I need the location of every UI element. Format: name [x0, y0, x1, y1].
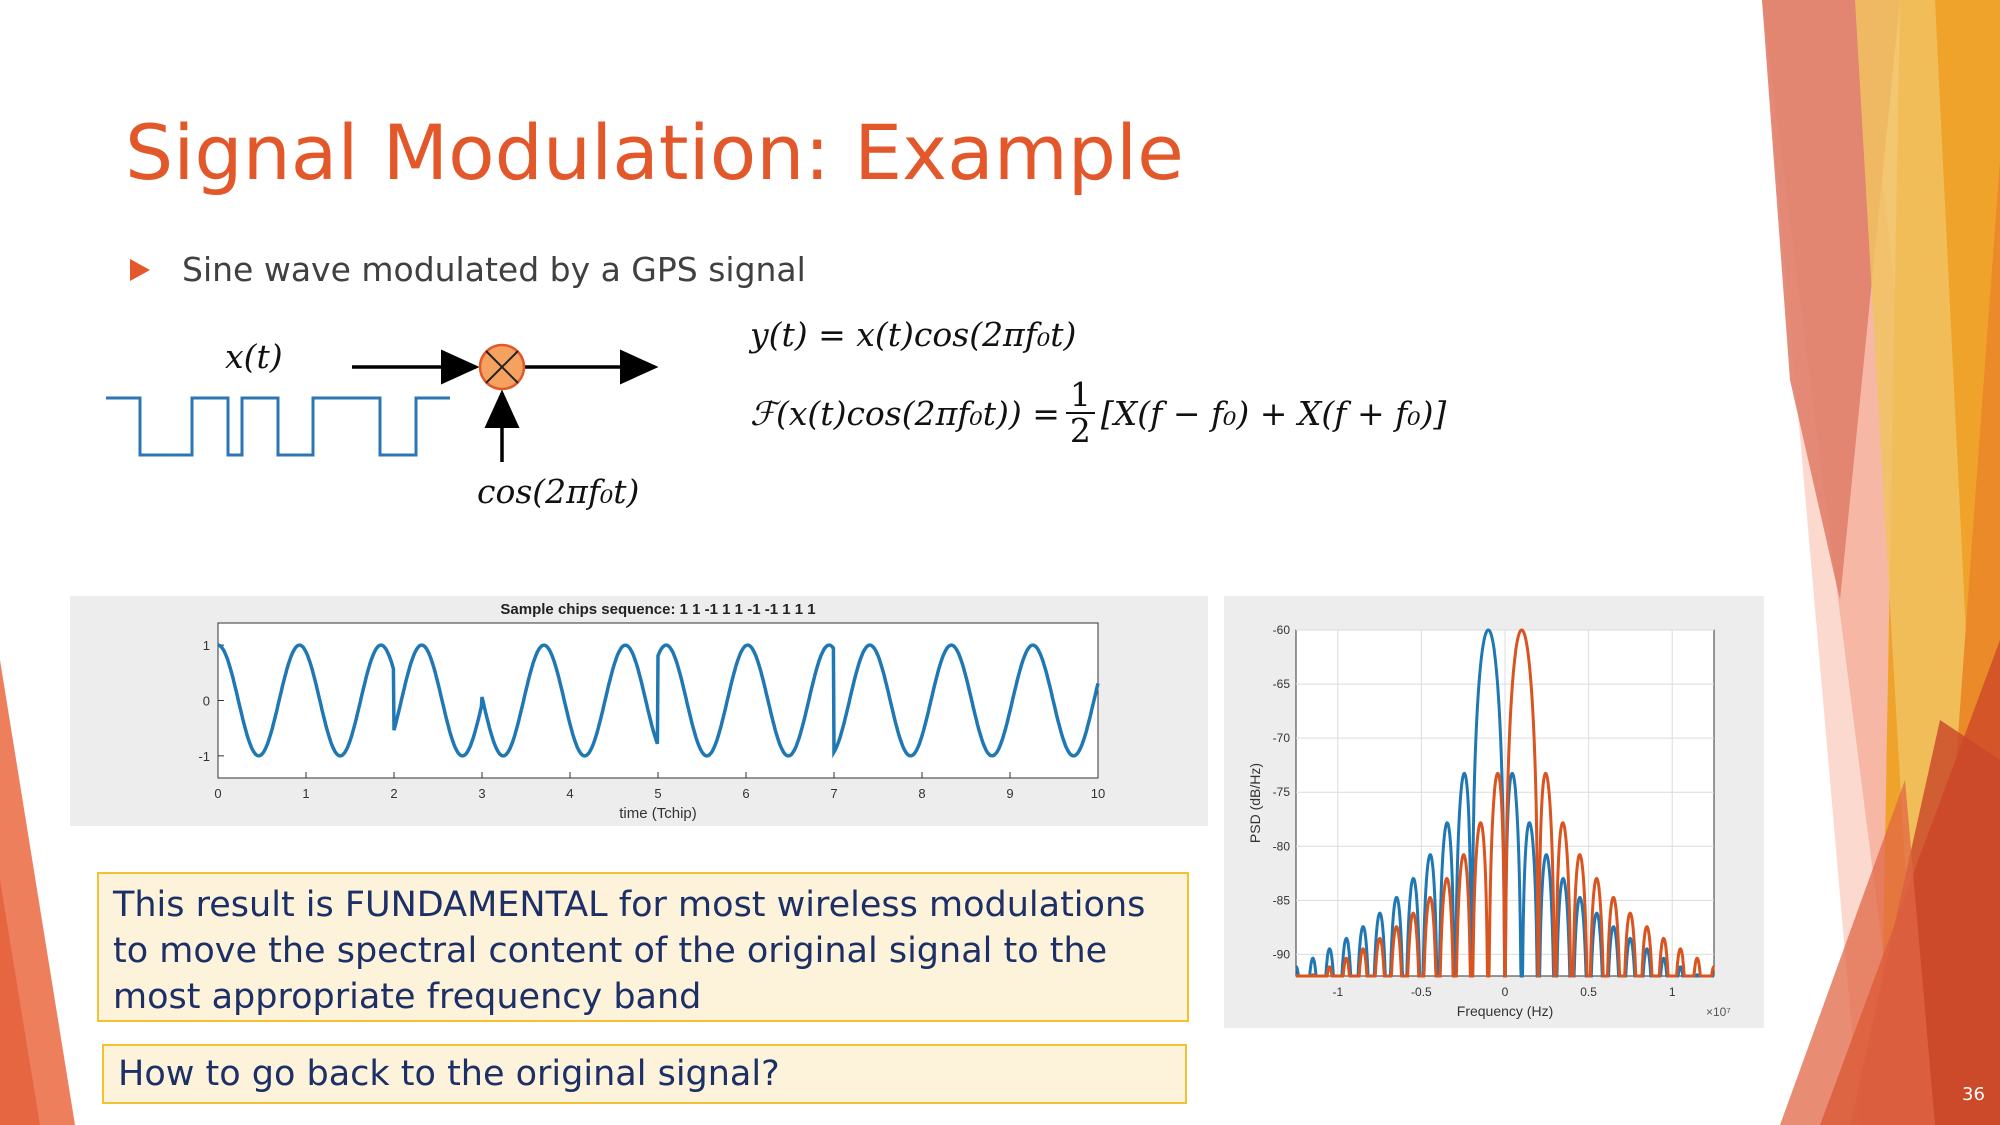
time-domain-plot: Sample chips sequence: 1 1 -1 1 1 -1 -1 …	[70, 596, 1208, 826]
x-tick-label: 8	[918, 786, 925, 801]
y-tick-label: -65	[1273, 677, 1291, 691]
x-tick-label: 9	[1006, 786, 1013, 801]
x-tick-label: 0	[1502, 985, 1509, 999]
multiply-circle-icon	[478, 343, 526, 391]
x-tick-label: -1	[1332, 985, 1343, 999]
equation-fourier: ℱ(x(t)cos(2πf₀t)) = 1 2 [X(f − f₀) + X(f…	[750, 378, 1446, 448]
x-tick-label: 5	[654, 786, 661, 801]
psd-series-line-1	[1296, 628, 1715, 978]
chart-title: Sample chips sequence: 1 1 -1 1 1 -1 -1 …	[500, 601, 815, 618]
y-tick-label: -60	[1273, 623, 1291, 637]
y-tick-label: -85	[1273, 893, 1291, 907]
y-tick-label: -80	[1273, 839, 1291, 853]
x-tick-label: 10	[1091, 786, 1105, 801]
x-tick-label: 4	[566, 786, 573, 801]
bullet-arrow-icon	[130, 258, 150, 281]
bullet-item: Sine wave modulated by a GPS signal	[130, 250, 806, 289]
bullet-text: Sine wave modulated by a GPS signal	[182, 250, 806, 289]
fraction-one-half: 1 2	[1065, 378, 1095, 450]
equation-modulation: y(t) = x(t)cos(2πf₀t)	[750, 315, 1077, 354]
modulated-signal-line	[217, 643, 1100, 759]
y-tick-label: -90	[1273, 947, 1291, 961]
carrier-label: cos(2πf₀t)	[477, 472, 640, 511]
block-diagram	[106, 343, 659, 462]
time-domain-chart: Sample chips sequence: 1 1 -1 1 1 -1 -1 …	[198, 601, 1105, 822]
equation-fourier-rhs: [X(f − f₀) + X(f + f₀)]	[1100, 393, 1447, 433]
x-tick-label: 0	[214, 786, 221, 801]
fraction-numerator: 1	[1065, 378, 1095, 414]
psd-chart: -1 -0.5 0 0.5 1 -60 -65 -70 -75 -80 -85 -90 Frequenc…	[1247, 623, 1731, 1019]
x-axis-exponent: ×10⁷	[1706, 1005, 1731, 1019]
y-tick-label: 0	[203, 694, 210, 709]
square-wave-signal	[106, 396, 450, 457]
y-axis-label: PSD (dB/Hz)	[1247, 763, 1263, 843]
y-tick-label: 1	[203, 638, 210, 653]
page-number: 36	[1962, 1084, 1985, 1105]
y-tick-label: -75	[1273, 785, 1291, 799]
y-tick-label: -1	[198, 749, 210, 764]
equation-fourier-lhs: ℱ(x(t)cos(2πf₀t)) =	[750, 393, 1060, 433]
psd-plot: -1 -0.5 0 0.5 1 -60 -65 -70 -75 -80 -85 -90 Frequenc…	[1224, 596, 1764, 1028]
fraction-denominator: 2	[1069, 411, 1091, 450]
question-callout: How to go back to the original signal?	[102, 1044, 1187, 1104]
x-tick-label: 1	[1669, 985, 1676, 999]
x-tick-label: 7	[830, 786, 837, 801]
x-axis-label: Frequency (Hz)	[1457, 1003, 1553, 1019]
x-tick-label: -0.5	[1411, 985, 1432, 999]
input-signal-label: x(t)	[225, 337, 283, 376]
x-tick-label: 2	[390, 786, 397, 801]
x-tick-label: 6	[742, 786, 749, 801]
fundamental-callout: This result is FUNDAMENTAL for most wire…	[97, 872, 1189, 1022]
x-tick-label: 1	[302, 786, 309, 801]
x-tick-label: 0.5	[1580, 985, 1597, 999]
decorative-shapes-left	[0, 660, 75, 1125]
x-tick-label: 3	[478, 786, 485, 801]
x-axis-label: time (Tchip)	[619, 805, 697, 822]
slide-title: Signal Modulation: Example	[125, 108, 1184, 197]
y-tick-label: -70	[1273, 731, 1291, 745]
